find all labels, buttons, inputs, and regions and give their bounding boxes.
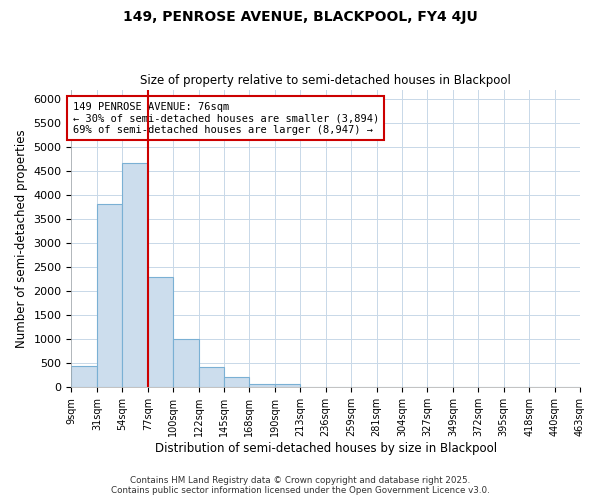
Bar — [71, 366, 97, 388]
Y-axis label: Number of semi-detached properties: Number of semi-detached properties — [15, 129, 28, 348]
Bar — [224, 378, 250, 388]
X-axis label: Distribution of semi-detached houses by size in Blackpool: Distribution of semi-detached houses by … — [155, 442, 497, 455]
Bar — [122, 163, 148, 388]
Bar — [250, 384, 275, 388]
Bar — [148, 278, 173, 388]
Bar — [173, 339, 199, 388]
Text: 149, PENROSE AVENUE, BLACKPOOL, FY4 4JU: 149, PENROSE AVENUE, BLACKPOOL, FY4 4JU — [122, 10, 478, 24]
Bar — [275, 384, 300, 388]
Text: 149 PENROSE AVENUE: 76sqm
← 30% of semi-detached houses are smaller (3,894)
69% : 149 PENROSE AVENUE: 76sqm ← 30% of semi-… — [73, 102, 379, 135]
Text: Contains HM Land Registry data © Crown copyright and database right 2025.
Contai: Contains HM Land Registry data © Crown c… — [110, 476, 490, 495]
Bar — [97, 204, 122, 388]
Bar — [199, 367, 224, 388]
Title: Size of property relative to semi-detached houses in Blackpool: Size of property relative to semi-detach… — [140, 74, 511, 87]
